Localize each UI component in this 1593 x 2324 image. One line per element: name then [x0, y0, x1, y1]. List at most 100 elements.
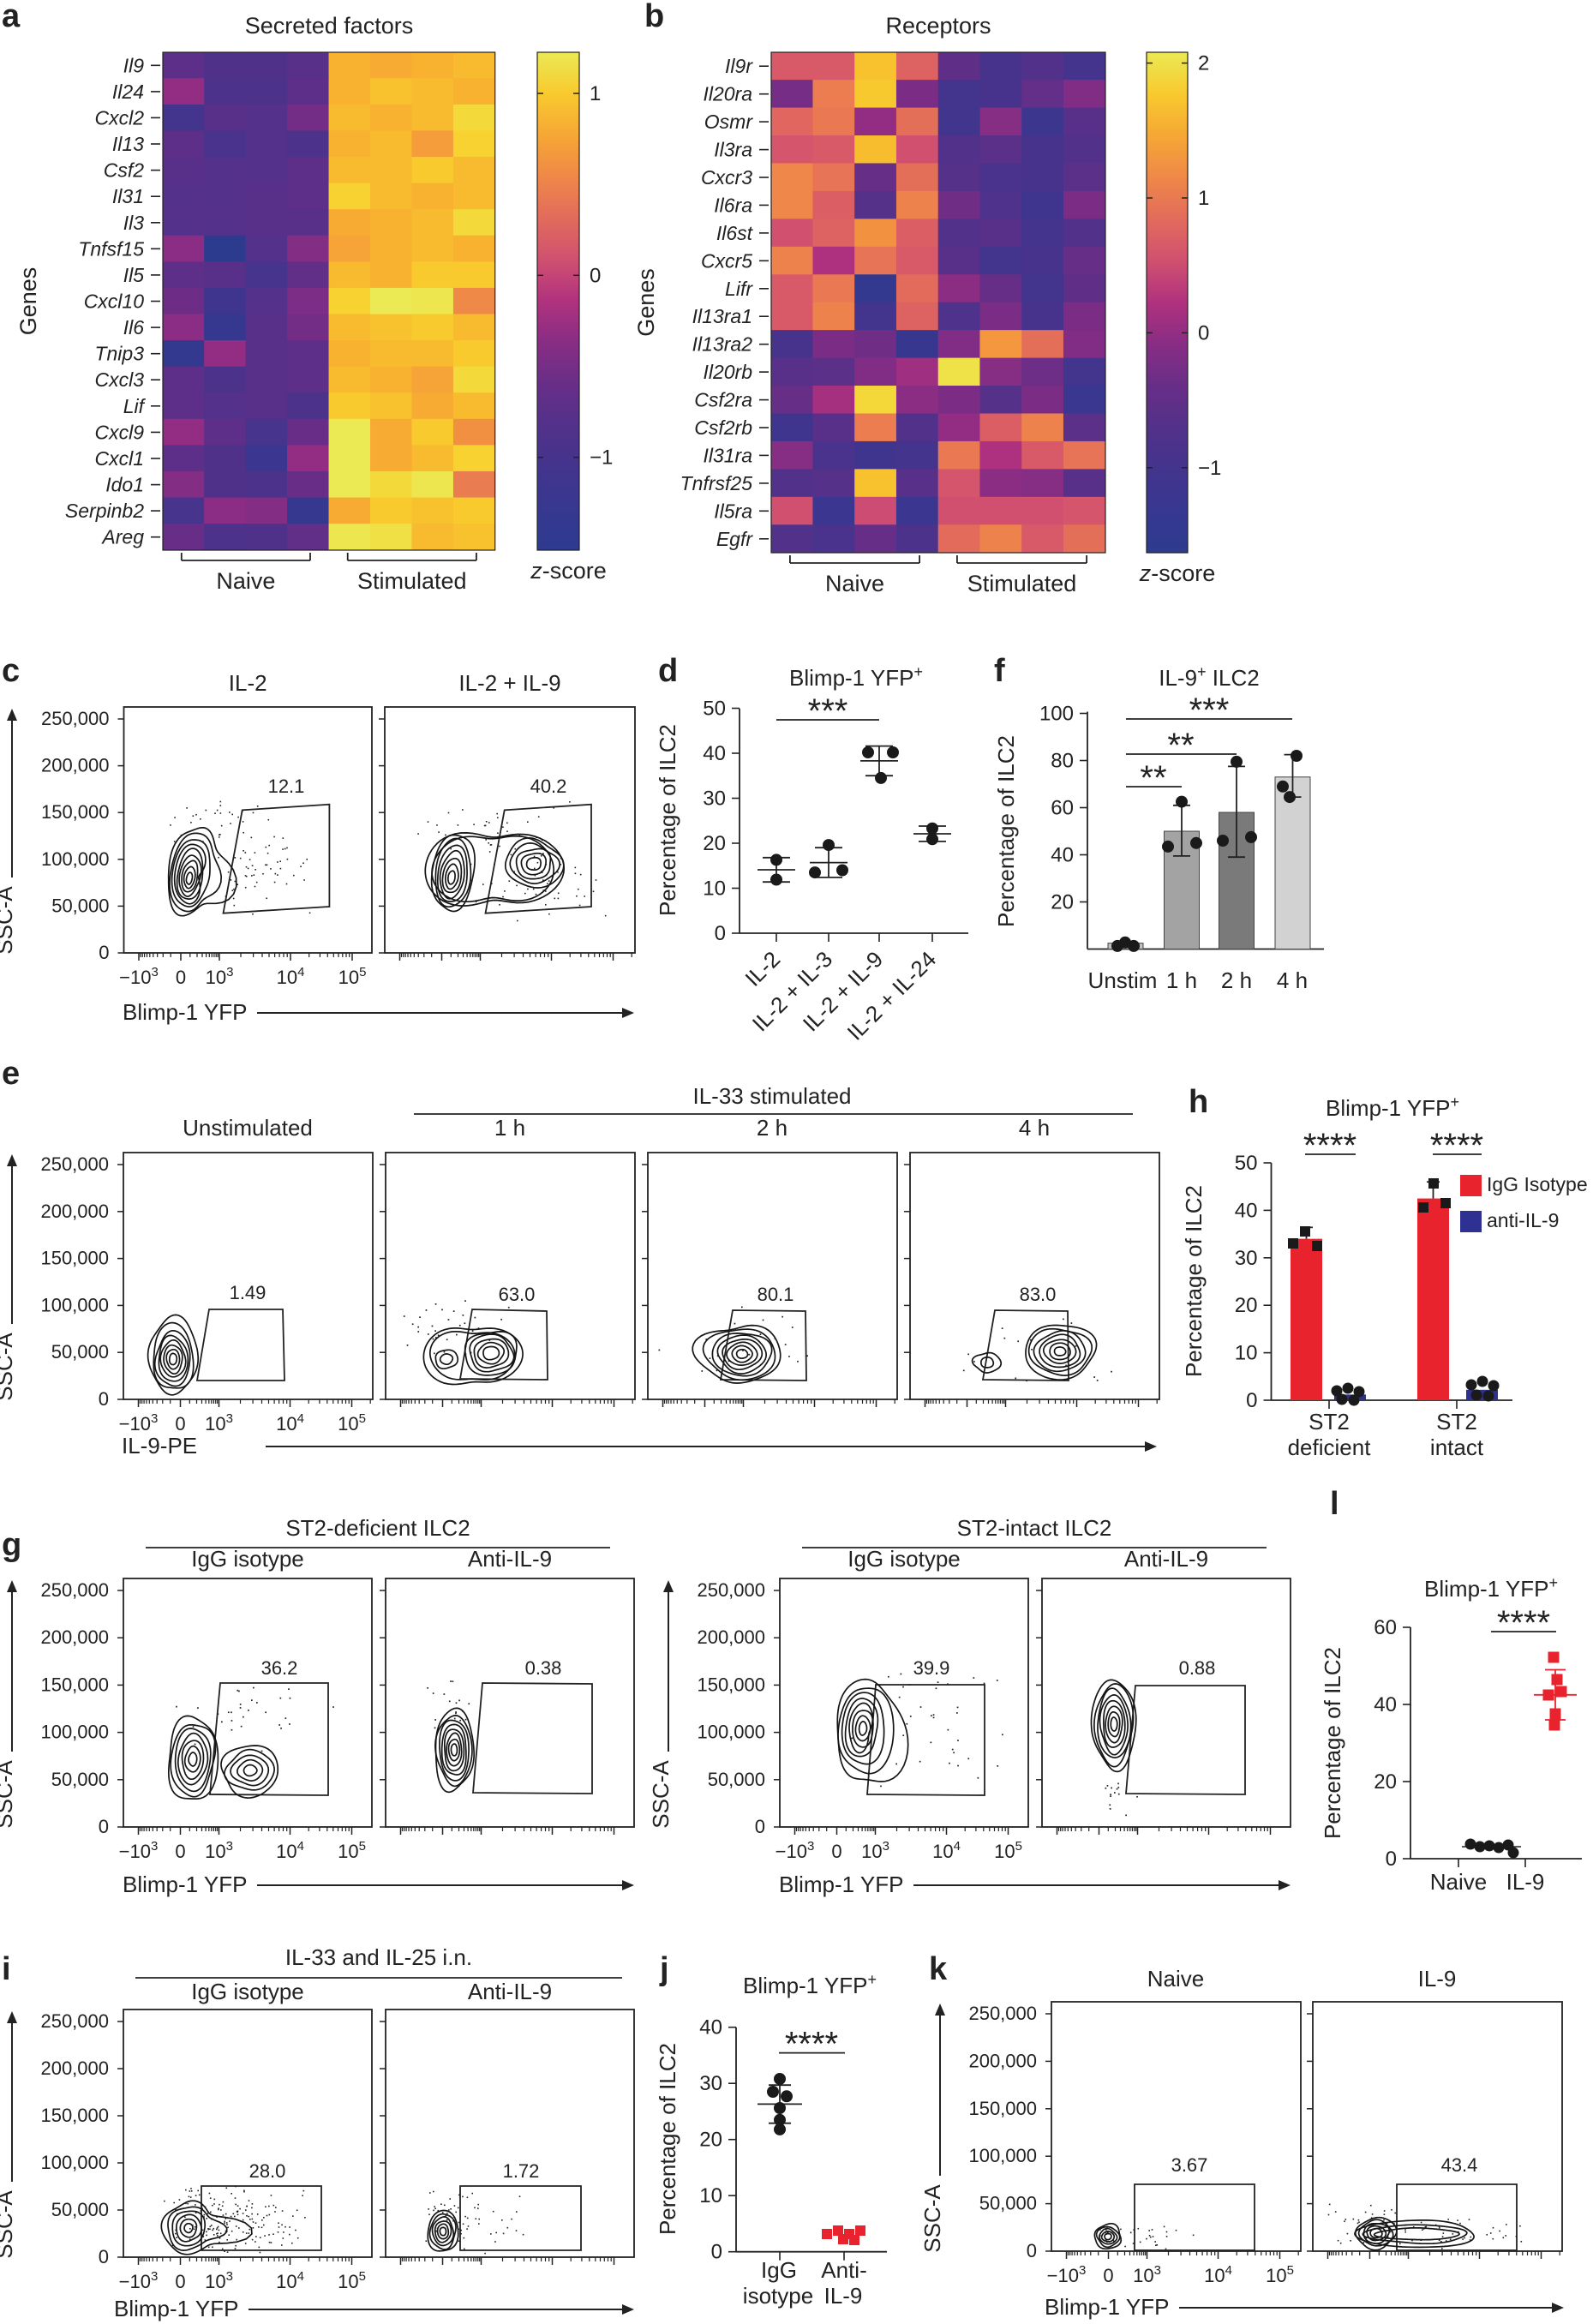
svg-text:105: 105: [338, 2269, 366, 2292]
svg-text:IL-2: IL-2: [229, 670, 267, 696]
svg-text:Il31ra: Il31ra: [703, 444, 752, 466]
svg-text:Receptors: Receptors: [885, 13, 991, 39]
svg-text:Unstimulated: Unstimulated: [183, 1115, 313, 1141]
svg-text:Il20rb: Il20rb: [703, 361, 752, 383]
svg-text:60: 60: [1051, 797, 1074, 820]
svg-text:Osmr: Osmr: [704, 111, 754, 133]
svg-text:0: 0: [711, 2241, 722, 2264]
svg-text:f: f: [994, 653, 1005, 689]
svg-text:150,000: 150,000: [40, 1674, 109, 1695]
svg-text:150,000: 150,000: [40, 1248, 109, 1269]
svg-text:IL-33 stimulated: IL-33 stimulated: [693, 1083, 852, 1109]
svg-text:150,000: 150,000: [697, 1674, 765, 1695]
svg-text:0: 0: [175, 2271, 185, 2292]
svg-text:1 h: 1 h: [494, 1115, 525, 1141]
svg-text:0: 0: [99, 942, 109, 963]
svg-text:30: 30: [699, 2072, 722, 2095]
svg-text:Il31: Il31: [112, 185, 144, 207]
svg-text:0: 0: [175, 1413, 185, 1435]
svg-text:−1: −1: [1198, 457, 1221, 480]
svg-text:4 h: 4 h: [1019, 1115, 1050, 1141]
svg-text:43.4: 43.4: [1441, 2154, 1478, 2176]
svg-text:IL-9+ ILC2: IL-9+ ILC2: [1159, 663, 1259, 691]
svg-text:Cxcl1: Cxcl1: [94, 447, 144, 470]
svg-text:40: 40: [1235, 1199, 1258, 1222]
svg-text:SSC-A: SSC-A: [0, 1333, 17, 1401]
svg-text:Tnfsf15: Tnfsf15: [78, 237, 144, 260]
svg-text:12.1: 12.1: [268, 776, 305, 797]
svg-text:2: 2: [1198, 52, 1209, 75]
svg-text:Areg: Areg: [100, 526, 144, 548]
svg-text:Ido1: Ido1: [105, 474, 144, 496]
svg-text:0: 0: [1103, 2265, 1113, 2286]
svg-text:Percentage of ILC2: Percentage of ILC2: [993, 735, 1019, 927]
svg-text:100,000: 100,000: [40, 2152, 109, 2173]
svg-text:Blimp-1 YFP: Blimp-1 YFP: [114, 2296, 238, 2321]
svg-text:****: ****: [785, 2026, 838, 2063]
svg-text:2 h: 2 h: [757, 1115, 788, 1141]
svg-text:IgG isotype: IgG isotype: [847, 1546, 961, 1572]
svg-text:Genes: Genes: [15, 267, 41, 336]
svg-text:IL-9: IL-9: [1418, 1966, 1457, 1992]
svg-text:deficient: deficient: [1288, 1435, 1372, 1460]
svg-text:50,000: 50,000: [51, 1769, 109, 1790]
svg-text:l: l: [1330, 1486, 1339, 1522]
svg-text:Naive: Naive: [216, 568, 275, 594]
svg-text:Il5ra: Il5ra: [714, 500, 752, 522]
svg-text:Blimp-1 YFP+: Blimp-1 YFP+: [789, 663, 923, 691]
svg-text:10: 10: [703, 877, 726, 901]
svg-text:100,000: 100,000: [697, 1722, 765, 1743]
svg-text:**: **: [1140, 759, 1166, 797]
svg-text:intact: intact: [1430, 1435, 1484, 1460]
svg-text:60: 60: [1374, 1616, 1397, 1639]
svg-text:Egfr: Egfr: [716, 528, 754, 550]
svg-text:1: 1: [1198, 187, 1209, 210]
svg-text:150,000: 150,000: [40, 2105, 109, 2126]
svg-text:Il9r: Il9r: [725, 55, 753, 77]
svg-text:0: 0: [176, 967, 186, 988]
svg-text:40: 40: [703, 742, 726, 765]
svg-text:1 h: 1 h: [1166, 967, 1197, 993]
svg-text:Serpinb2: Serpinb2: [65, 500, 144, 522]
svg-text:250,000: 250,000: [40, 1579, 109, 1601]
svg-text:0: 0: [831, 1841, 841, 1862]
svg-text:0: 0: [99, 2246, 109, 2267]
svg-text:39.9: 39.9: [913, 1657, 950, 1679]
svg-text:36.2: 36.2: [261, 1657, 298, 1679]
svg-text:50,000: 50,000: [51, 1341, 109, 1363]
svg-text:c: c: [2, 653, 20, 689]
svg-text:Csf2rb: Csf2rb: [694, 416, 752, 439]
svg-text:Naive: Naive: [1430, 1869, 1487, 1895]
svg-text:200,000: 200,000: [697, 1626, 765, 1648]
svg-text:0: 0: [1386, 1848, 1397, 1871]
svg-text:****: ****: [1430, 1127, 1483, 1165]
svg-text:28.0: 28.0: [249, 2160, 286, 2182]
svg-text:100: 100: [1039, 703, 1074, 726]
svg-text:Naive: Naive: [825, 571, 884, 596]
svg-text:1.49: 1.49: [230, 1282, 266, 1303]
svg-text:100,000: 100,000: [41, 848, 110, 870]
svg-text:IL-9: IL-9: [1506, 1869, 1545, 1895]
svg-text:h: h: [1189, 1084, 1208, 1120]
svg-text:200,000: 200,000: [40, 1201, 109, 1222]
svg-text:****: ****: [1303, 1127, 1356, 1165]
svg-text:anti-IL-9: anti-IL-9: [1487, 1209, 1559, 1231]
svg-text:3.67: 3.67: [1171, 2154, 1208, 2176]
svg-text:SSC-A: SSC-A: [919, 2184, 945, 2253]
svg-text:50,000: 50,000: [51, 2199, 109, 2220]
svg-text:0: 0: [99, 1816, 109, 1837]
svg-text:Blimp-1 YFP+: Blimp-1 YFP+: [743, 1971, 877, 1998]
svg-text:Lifr: Lifr: [725, 278, 753, 300]
svg-text:Anti-IL-9: Anti-IL-9: [468, 1979, 552, 2004]
svg-text:Cxcl3: Cxcl3: [94, 368, 144, 391]
svg-text:IgG: IgG: [761, 2257, 797, 2283]
svg-text:0: 0: [755, 1816, 765, 1837]
svg-text:Il3ra: Il3ra: [714, 139, 752, 161]
svg-text:Stimulated: Stimulated: [357, 568, 467, 594]
svg-text:80.1: 80.1: [758, 1284, 794, 1305]
svg-text:20: 20: [1051, 891, 1074, 914]
svg-text:Il6ra: Il6ra: [714, 194, 752, 216]
svg-text:0: 0: [715, 922, 726, 945]
svg-text:j: j: [659, 1951, 669, 1987]
svg-text:SSC-A: SSC-A: [0, 2190, 17, 2259]
